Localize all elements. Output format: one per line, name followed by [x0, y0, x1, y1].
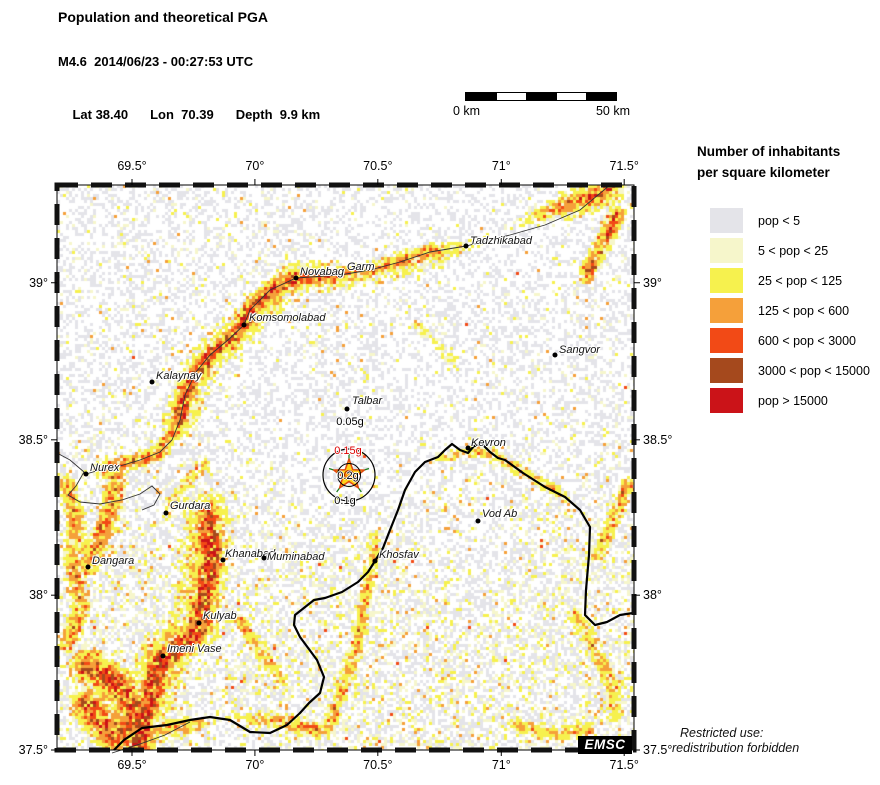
scale-bar-segment — [526, 93, 556, 100]
scale-bar-zero-label: 0 km — [453, 104, 481, 118]
latitude-value: Lat 38.40 — [72, 107, 129, 122]
legend-title: Number of inhabitants per square kilomet… — [697, 141, 840, 183]
axis-label-left: 39° — [29, 275, 48, 290]
legend-swatch — [710, 298, 743, 323]
emsc-logo: EMSC — [578, 736, 632, 754]
axis-label-right: 38° — [643, 588, 662, 603]
axis-label-right: 37.5° — [643, 743, 673, 757]
depth-value: Depth 9.9 km — [235, 107, 321, 122]
axis-label-top: 71.5° — [609, 159, 639, 173]
population-density-raster — [57, 185, 634, 750]
axis-label-top: 69.5° — [117, 159, 147, 173]
axis-label-bottom: 70.5° — [363, 758, 393, 772]
axis-label-bottom: 69.5° — [117, 758, 147, 772]
restriction-note-line2: redistribution forbidden — [672, 741, 800, 755]
event-line: M4.6 2014/06/23 - 00:27:53 UTC — [58, 54, 254, 69]
axis-label-right: 38.5° — [643, 432, 673, 447]
scale-bar — [465, 92, 617, 101]
population-pga-map — [57, 185, 634, 750]
scale-bar-segment — [586, 93, 616, 100]
restriction-note-line1: Restricted use: — [680, 726, 764, 740]
legend-row: pop < 5 — [710, 208, 870, 233]
legend-label: 125 < pop < 600 — [758, 303, 850, 318]
legend-swatch — [710, 358, 743, 383]
axis-label-bottom: 70° — [245, 758, 265, 772]
restriction-note: Restricted use: redistribution forbidden — [672, 726, 799, 756]
scale-bar-segment — [496, 93, 526, 100]
axis-label-bottom: 71° — [491, 758, 511, 772]
legend-swatch — [710, 208, 743, 233]
legend-label: 25 < pop < 125 — [758, 273, 843, 288]
legend-row: 125 < pop < 600 — [710, 298, 870, 323]
location-line: Lat 38.40 Lon 70.39 Depth 9.9 km — [58, 92, 342, 137]
legend-items: pop < 5 5 < pop < 25 25 < pop < 125 125 < p… — [710, 208, 870, 418]
longitude-value: Lon 70.39 — [150, 107, 214, 122]
axis-label-left: 38° — [29, 588, 48, 603]
legend-label: 5 < pop < 25 — [758, 243, 829, 258]
legend-title-line2: per square kilometer — [697, 165, 830, 180]
axis-label-top: 70° — [245, 159, 265, 173]
legend-swatch — [710, 388, 743, 413]
legend-label: 3000 < pop < 15000 — [758, 363, 870, 378]
axis-label-top: 71° — [491, 159, 511, 173]
scale-bar-segment — [466, 93, 496, 100]
legend-row: 5 < pop < 25 — [710, 238, 870, 263]
legend-row: 600 < pop < 3000 — [710, 328, 870, 353]
axis-label-left: 38.5° — [18, 432, 48, 447]
legend-label: pop > 15000 — [758, 393, 828, 408]
scale-bar-segment — [556, 93, 586, 100]
axis-label-bottom: 71.5° — [609, 758, 639, 772]
page-title: Population and theoretical PGA — [58, 9, 269, 25]
legend-row: pop > 15000 — [710, 388, 870, 413]
legend-swatch — [710, 268, 743, 293]
legend-swatch — [710, 238, 743, 263]
legend-title-line1: Number of inhabitants — [697, 144, 841, 159]
axis-label-right: 39° — [643, 275, 662, 290]
legend-row: 3000 < pop < 15000 — [710, 358, 870, 383]
axis-label-top: 70.5° — [363, 159, 393, 173]
legend-label: 600 < pop < 3000 — [758, 333, 857, 348]
legend-swatch — [710, 328, 743, 353]
axis-label-left: 37.5° — [18, 743, 48, 757]
scale-bar-max-label: 50 km — [595, 104, 630, 118]
legend-row: 25 < pop < 125 — [710, 268, 870, 293]
legend-label: pop < 5 — [758, 213, 801, 228]
